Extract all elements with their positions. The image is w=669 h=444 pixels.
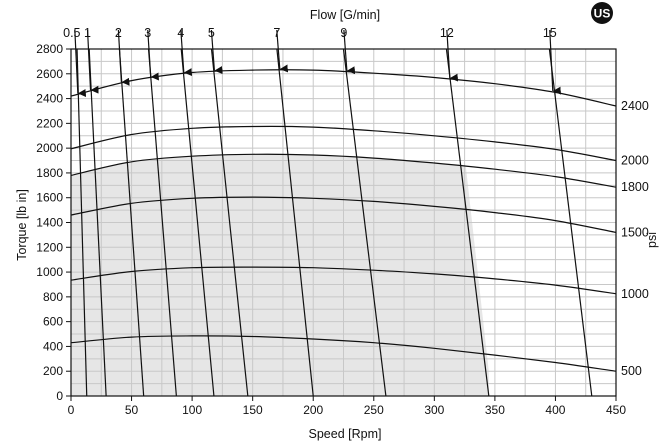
y-tick-label: 0 (56, 389, 63, 403)
us-badge-circle (591, 2, 613, 24)
x-axis-title: Speed [Rpm] (309, 427, 382, 441)
y-tick-label: 1800 (36, 166, 63, 180)
psi-label-1000: 1000 (621, 287, 649, 301)
x-tick-label: 250 (364, 403, 384, 417)
y-tick-label: 600 (43, 315, 63, 329)
flow-arrow-4 (180, 29, 193, 77)
y-tick-label: 2000 (36, 141, 63, 155)
y-tick-label: 2400 (36, 92, 63, 106)
x-tick-label: 200 (303, 403, 323, 417)
flow-line-9 (342, 49, 387, 396)
flow-label-5: 5 (208, 26, 215, 40)
flow-line-4 (180, 49, 215, 396)
flow-arrow-5 (210, 29, 223, 75)
y-axis-title: Torque [lb in] (15, 189, 29, 261)
pressure-curve-2000 (71, 125, 616, 162)
psi-label-2400: 2400 (621, 99, 649, 113)
flow-line-1 (88, 49, 107, 396)
flow-label-15: 15 (543, 26, 557, 40)
flow-line-2 (118, 49, 145, 396)
y-tick-label: 1600 (36, 191, 63, 205)
y-tick-label: 2200 (36, 116, 63, 130)
y-tick-label: 2800 (36, 42, 63, 56)
flow-label-4: 4 (177, 26, 184, 40)
us-badge: US (591, 2, 613, 24)
flow-arrow-2 (117, 29, 130, 86)
flow-line-3 (147, 49, 177, 396)
y-tick-label: 400 (43, 339, 63, 353)
y2-axis-title: psi (645, 232, 659, 248)
flow-arrow-0.5 (74, 29, 87, 97)
x-tick-label: 100 (182, 403, 202, 417)
flow-arrow-12 (446, 29, 459, 82)
y-tick-label: 1200 (36, 240, 63, 254)
y-tick-label: 1400 (36, 216, 63, 230)
y-tick-label: 1000 (36, 265, 63, 279)
x-tick-label: 300 (424, 403, 444, 417)
flow-arrow-9 (343, 29, 356, 75)
shaded-operating-region (71, 154, 489, 396)
x-tick-label: 350 (485, 403, 505, 417)
flow-axis-title: Flow [G/min] (310, 8, 380, 22)
psi-label-2000: 2000 (621, 154, 649, 168)
flow-label-9: 9 (340, 26, 347, 40)
pressure-curve-1500 (71, 196, 616, 233)
x-tick-label: 50 (125, 403, 139, 417)
flow-label-0.5: 0.5 (63, 26, 80, 40)
y-tick-label: 200 (43, 364, 63, 378)
y-tick-label: 2600 (36, 67, 63, 81)
psi-label-1500: 1500 (621, 225, 649, 239)
flow-line-5 (210, 49, 249, 396)
x-tick-label: 400 (545, 403, 565, 417)
flow-arrow-3 (147, 29, 159, 81)
y-tick-label: 800 (43, 290, 63, 304)
x-tick-label: 450 (606, 403, 626, 417)
x-tick-label: 150 (243, 403, 263, 417)
x-tick-label: 0 (68, 403, 75, 417)
flow-line-15 (548, 49, 593, 396)
flow-label-3: 3 (144, 26, 151, 40)
flow-label-1: 1 (84, 26, 91, 40)
pressure-curve-1800 (71, 153, 616, 188)
flow-line-12 (445, 49, 490, 396)
flow-arrow-1 (86, 29, 99, 94)
psi-label-1800: 1800 (621, 180, 649, 194)
pressure-curve-1000 (71, 266, 616, 295)
flow-label-12: 12 (440, 26, 454, 40)
us-badge-text: US (594, 7, 611, 21)
flow-arrow-7 (276, 29, 289, 73)
pressure-curve-2400 (71, 69, 616, 107)
flow-line-7 (276, 49, 314, 396)
flow-label-2: 2 (115, 26, 122, 40)
flow-arrow-15 (549, 29, 561, 95)
psi-label-500: 500 (621, 364, 642, 378)
flow-label-7: 7 (273, 26, 280, 40)
flow-line-0.5 (76, 49, 88, 396)
pressure-curve-500 (71, 335, 616, 372)
